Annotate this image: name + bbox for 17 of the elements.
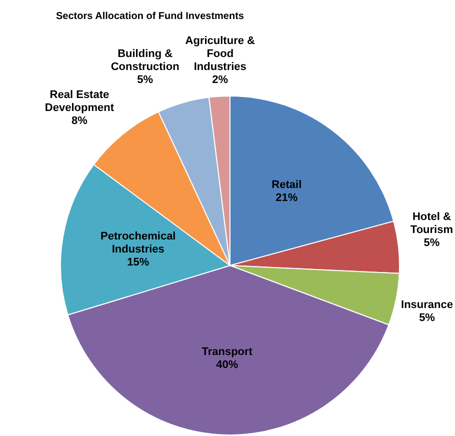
slice-label: Transport <box>202 346 253 358</box>
data-label: 21% <box>276 192 298 204</box>
data-label: 5% <box>137 74 154 86</box>
slice-label: Retail <box>272 178 302 191</box>
slice-label: Building & Construction <box>110 48 180 73</box>
data-label: 40% <box>216 359 238 372</box>
data-label: 5% <box>424 237 440 250</box>
data-label: 5% <box>419 312 436 324</box>
chart-title: Sectors Allocation of Fund Investments <box>56 10 244 22</box>
slice-label: Hotel & Tourism <box>410 211 454 236</box>
slice-label: Petrochemical Industries <box>100 230 176 256</box>
slice-label: Agriculture & Food Industries <box>185 34 256 73</box>
data-label: 15% <box>127 256 150 269</box>
slice-label: Real Estate Development <box>44 88 114 114</box>
data-label: 2% <box>212 74 228 86</box>
slice-label: Insurance <box>401 298 453 311</box>
data-label: 8% <box>72 114 88 127</box>
